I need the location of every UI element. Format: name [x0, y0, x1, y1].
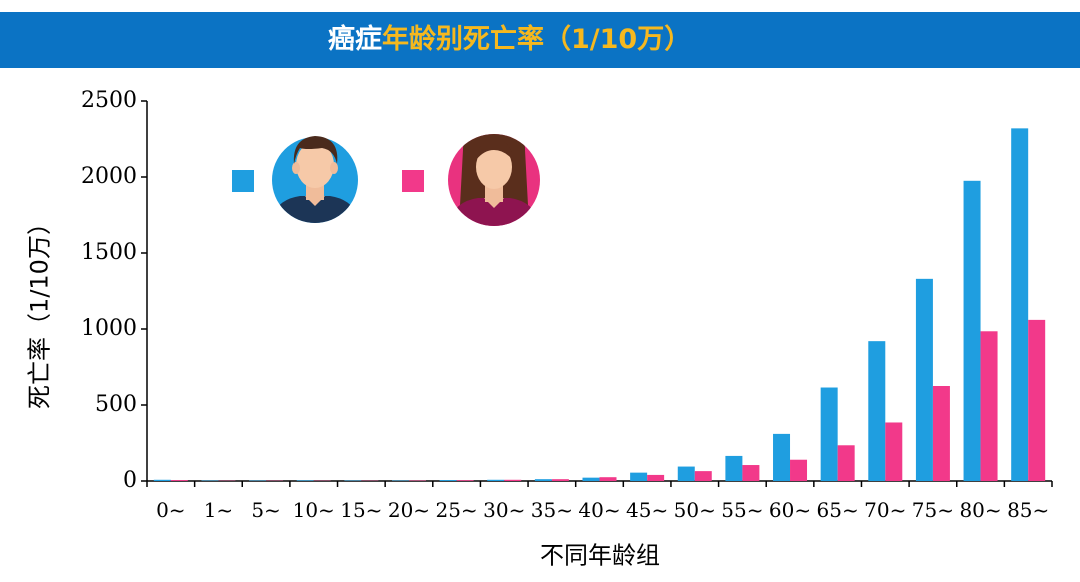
- bar-male: [582, 477, 600, 481]
- bar-male: [820, 387, 838, 481]
- x-tick-label: 35~: [531, 498, 573, 522]
- bar-male: [1011, 128, 1029, 482]
- chart-ticks: 0 500 1000 1500 2000 2500 0~ 1~ 5~ 10~ 15~ 20~ 25~ 30…: [81, 88, 1053, 522]
- female-avatar-icon: [448, 134, 540, 226]
- x-tick-label: 70~: [864, 498, 906, 522]
- title-banner: 癌症年龄别死亡率（1/10万）: [0, 12, 1080, 68]
- x-tick-label: 80~: [959, 498, 1001, 522]
- y-tick-label: 2500: [81, 88, 137, 113]
- legend-swatch-male: [232, 170, 254, 192]
- chart-bars: [153, 128, 1046, 482]
- bar-female: [837, 445, 855, 481]
- bar-female: [885, 422, 903, 481]
- title-part-yellow: 年龄别死亡率（1/10万）: [382, 24, 692, 55]
- x-tick-label: 85~: [1007, 498, 1049, 522]
- bar-male: [868, 341, 886, 481]
- x-tick-label: 50~: [674, 498, 716, 522]
- male-avatar-icon: [272, 136, 358, 223]
- x-tick-label: 55~: [721, 498, 763, 522]
- bar-male: [963, 180, 981, 482]
- bar-female: [694, 471, 712, 481]
- bar-female: [790, 459, 808, 481]
- y-tick-label: 1500: [81, 240, 137, 265]
- x-tick-label: 1~: [204, 498, 233, 522]
- title-part-white: 癌症: [328, 24, 382, 55]
- x-tick-label: 10~: [293, 498, 335, 522]
- y-tick-label: 500: [95, 392, 137, 417]
- x-tick-label: 30~: [483, 498, 525, 522]
- bar-female: [456, 480, 474, 481]
- bar-female: [647, 474, 665, 481]
- bar-female: [932, 386, 950, 481]
- x-tick-label: 25~: [435, 498, 477, 522]
- bar-male: [630, 472, 648, 481]
- x-axis-label: 不同年龄组: [540, 541, 660, 570]
- page-title: 癌症年龄别死亡率（1/10万）: [328, 24, 691, 56]
- y-tick-label: 1000: [81, 316, 137, 341]
- bar-male: [725, 455, 743, 481]
- bar-male: [534, 479, 552, 481]
- bar-female: [1028, 319, 1046, 481]
- x-tick-label: 60~: [769, 498, 811, 522]
- x-tick-label: 40~: [578, 498, 620, 522]
- x-tick-label: 45~: [626, 498, 668, 522]
- x-tick-label: 65~: [817, 498, 859, 522]
- bar-female: [504, 479, 522, 481]
- bar-male: [439, 480, 457, 481]
- bar-female: [980, 331, 998, 481]
- bar-female: [742, 465, 760, 481]
- y-tick-label: 0: [123, 468, 137, 493]
- bar-female: [551, 479, 569, 481]
- x-tick-label: 75~: [912, 498, 954, 522]
- bar-male: [153, 479, 171, 481]
- x-tick-label: 15~: [340, 498, 382, 522]
- x-tick-label: 20~: [388, 498, 430, 522]
- bar-male: [677, 466, 695, 481]
- bar-male: [296, 480, 314, 481]
- legend-swatch-female: [402, 170, 424, 192]
- bar-female: [599, 477, 617, 481]
- bar-male: [487, 479, 505, 481]
- bar-male: [773, 433, 791, 481]
- y-axis-label: 死亡率（1/10万）: [25, 211, 54, 409]
- x-tick-label: 5~: [251, 498, 280, 522]
- y-tick-label: 2000: [81, 164, 137, 189]
- x-tick-label: 0~: [156, 498, 185, 522]
- bar-female: [170, 480, 188, 481]
- bar-male: [915, 278, 933, 481]
